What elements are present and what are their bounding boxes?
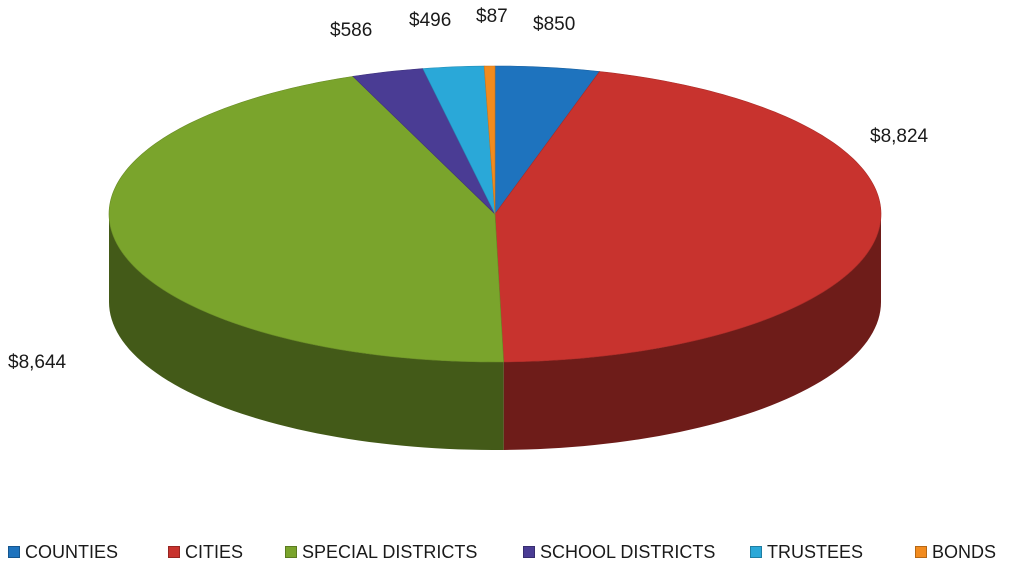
data-label-trustees: $496 xyxy=(409,10,451,32)
data-label-special-districts: $8,644 xyxy=(8,352,66,374)
legend-item-bonds: BONDS xyxy=(915,540,996,564)
data-label-bonds: $87 xyxy=(476,6,508,28)
legend-swatch-trustees xyxy=(750,546,762,558)
legend-item-trustees: TRUSTEES xyxy=(750,540,863,564)
legend-item-special-districts: SPECIAL DISTRICTS xyxy=(285,540,477,564)
legend-label-bonds: BONDS xyxy=(932,542,996,563)
legend-swatch-bonds xyxy=(915,546,927,558)
legend-swatch-special-districts xyxy=(285,546,297,558)
legend-label-cities: CITIES xyxy=(185,542,243,563)
legend-swatch-school-districts xyxy=(523,546,535,558)
legend-label-trustees: TRUSTEES xyxy=(767,542,863,563)
pie-slices xyxy=(109,66,881,362)
legend-swatch-cities xyxy=(168,546,180,558)
legend-label-counties: COUNTIES xyxy=(25,542,118,563)
legend: COUNTIES CITIES SPECIAL DISTRICTS SCHOOL DI… xyxy=(0,538,1013,566)
data-label-school-districts: $586 xyxy=(330,20,372,42)
legend-item-cities: CITIES xyxy=(168,540,243,564)
legend-label-special-districts: SPECIAL DISTRICTS xyxy=(302,542,477,563)
legend-item-counties: COUNTIES xyxy=(8,540,118,564)
legend-swatch-counties xyxy=(8,546,20,558)
data-label-counties: $850 xyxy=(533,14,575,36)
legend-label-school-districts: SCHOOL DISTRICTS xyxy=(540,542,715,563)
legend-item-school-districts: SCHOOL DISTRICTS xyxy=(523,540,715,564)
data-label-cities: $8,824 xyxy=(870,126,928,148)
